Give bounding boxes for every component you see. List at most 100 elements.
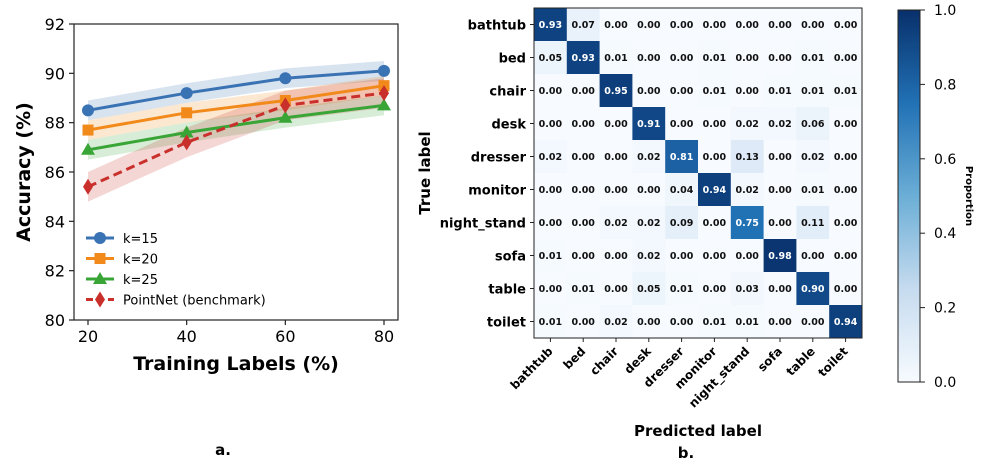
heatmap-value: 0.11 (801, 218, 824, 229)
heatmap-cell (763, 107, 797, 141)
heatmap-cell (730, 206, 765, 240)
heatmap-cell (796, 305, 830, 339)
heatmap-cell (534, 8, 568, 42)
heatmap-value: 0.05 (637, 284, 660, 295)
heatmap-cell (665, 41, 699, 75)
heatmap-value: 0.00 (539, 284, 563, 295)
heatmap-value: 0.00 (703, 119, 727, 130)
heatmap-value: 0.00 (670, 317, 694, 328)
band-pointnet-benchmark (88, 78, 384, 202)
legend-marker-k-20 (94, 253, 106, 264)
heatmap-value: 0.93 (571, 53, 594, 64)
heatmap-cell (730, 107, 765, 141)
heatmap-cell (763, 74, 797, 108)
heatmap-cell (730, 8, 765, 42)
heatmap-value: 0.95 (604, 86, 627, 97)
legend-label-pointnet-benchmark: PointNet (benchmark) (123, 294, 266, 309)
heatmap-value: 0.75 (735, 218, 758, 229)
heatmap-value: 0.90 (801, 284, 825, 295)
confusion-matrix-panel: 0.93 0.07 0.00 0.00 0.00 0.00 0.00 0.00 0.00 0.00… (416, 3, 974, 462)
heatmap-value: 0.02 (637, 152, 660, 163)
heatmap-value: 0.05 (539, 53, 562, 64)
heatmap-cell (566, 239, 601, 273)
predicted-label-table: table (783, 344, 817, 378)
heatmap-value: 0.01 (670, 284, 693, 295)
heatmap-value: 0.02 (735, 119, 758, 130)
heatmap-cell (698, 8, 732, 42)
ytick-label: 88 (45, 114, 65, 133)
legend-marker-k-15 (94, 232, 106, 244)
heatmap-cell (796, 173, 830, 207)
colorbar-tick-label: 0.6 (934, 152, 956, 168)
true-label-chair: chair (489, 85, 526, 100)
heatmap-cell (599, 206, 633, 240)
heatmap-cell (763, 173, 797, 207)
line-chart-legend: k=15 k=20 k=25 PointNet (benchmark) (86, 232, 266, 309)
heatmap-cell (599, 173, 633, 207)
heatmap-value: 0.09 (670, 218, 693, 229)
predicted-label-night-stand: night_stand (686, 344, 753, 411)
heatmap-cell (665, 8, 699, 42)
colorbar-tick-label: 0.2 (934, 301, 956, 317)
heatmap-cell (566, 8, 601, 42)
line-pointnet-benchmark (87, 91, 385, 189)
heatmap-value: 0.00 (768, 218, 792, 229)
heatmap-value: 0.03 (735, 284, 758, 295)
point-k-15 (378, 64, 390, 77)
colorbar-tick-label: 0.8 (934, 77, 956, 93)
ytick-label: 90 (45, 64, 65, 83)
heatmap-value: 0.02 (637, 218, 660, 229)
heatmap-cell (534, 305, 568, 339)
heatmap-cell (829, 206, 863, 240)
point-k-25 (179, 125, 194, 138)
heatmap-value: 0.00 (604, 20, 628, 31)
true-label-table: table (488, 283, 526, 298)
heatmap-cell (698, 107, 732, 141)
heatmap-cell (829, 140, 863, 174)
xtick-label: 20 (78, 327, 98, 346)
heatmap-value: 0.01 (604, 53, 627, 64)
heatmap-value: 0.01 (801, 53, 824, 64)
colorbar-tick-label: 1.0 (934, 3, 956, 19)
heatmap-cell (566, 41, 601, 75)
point-k-20 (181, 107, 193, 119)
heatmap-value: 0.00 (703, 20, 727, 31)
true-label-bathtub: bathtub (468, 19, 526, 34)
heatmap-value: 0.00 (834, 20, 858, 31)
heatmap-cell (599, 8, 633, 42)
heatmap-cell (796, 41, 830, 75)
heatmap-cell (665, 272, 699, 306)
heatmap-value: 0.98 (768, 251, 792, 262)
point-pointnet-benchmark (379, 85, 389, 102)
point-pointnet-benchmark (280, 97, 291, 114)
heatmap-cell (566, 272, 601, 306)
heatmap-cell (599, 41, 633, 75)
colorbar-label: Proportion (963, 166, 974, 226)
heatmap-value: 0.00 (703, 152, 727, 163)
heatmap-cell (796, 8, 830, 42)
legend-label-k-20: k=20 (123, 253, 158, 268)
line-chart-xlabel: Training Labels (%) (133, 353, 339, 375)
heatmap-frame (533, 7, 863, 339)
heatmap-cell (632, 206, 666, 240)
heatmap-cell (829, 8, 863, 42)
heatmap-value: 0.00 (539, 185, 563, 196)
ytick-label: 84 (45, 212, 65, 231)
ytick-label: 80 (45, 311, 65, 330)
heatmap-value: 0.00 (637, 20, 661, 31)
heatmap-cell (534, 272, 568, 306)
point-k-20 (82, 124, 94, 136)
heatmap-cell (566, 74, 601, 108)
xtick-label: 60 (275, 327, 295, 346)
heatmap-cell (665, 173, 699, 207)
heatmap-value: 0.00 (571, 119, 595, 130)
point-k-15 (82, 104, 94, 117)
point-k-25 (377, 98, 391, 111)
point-k-25 (278, 110, 293, 123)
heatmap-value: 0.00 (571, 185, 595, 196)
heatmap-value: 0.00 (735, 53, 759, 64)
heatmap-cell (566, 107, 601, 141)
predicted-label-ticks: bathtub bed chair deskdressermonitornight_s… (508, 338, 851, 411)
heatmap-value: 0.01 (703, 53, 726, 64)
heatmap-value: 0.00 (703, 284, 727, 295)
